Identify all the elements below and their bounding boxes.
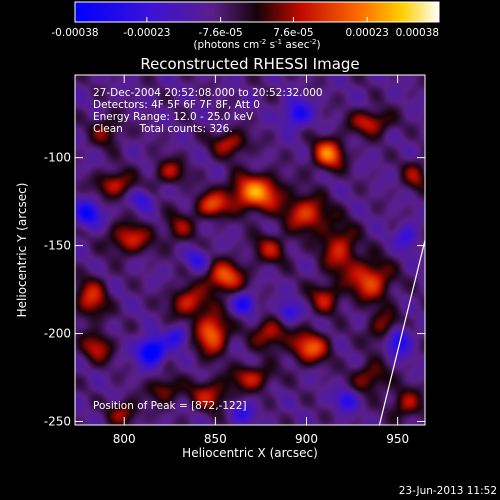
limb-line <box>378 240 425 425</box>
x-tick-label: 800 <box>113 432 136 446</box>
colorbar <box>75 2 439 22</box>
plot-frame <box>74 74 426 426</box>
colorbar-tick-label: -7.6e-05 <box>199 27 243 39</box>
annotation-energy: Energy Range: 12.0 - 25.0 keV <box>93 111 254 123</box>
x-tick-label: 900 <box>295 432 318 446</box>
footer-date: 23-Jun-2013 11:52 <box>399 485 497 497</box>
colorbar-tick-label: 0.00023 <box>345 27 388 39</box>
annotation-detectors: Detectors: 4F 5F 6F 7F 8F, Att 0 <box>93 99 260 111</box>
x-axis-label: Heliocentric X (arcsec) <box>182 446 318 460</box>
y-tick-label: -250 <box>44 414 71 428</box>
peak-position-label: Position of Peak = [872,-122] <box>93 400 247 412</box>
x-tick-label: 950 <box>386 432 409 446</box>
colorbar-tick-label: 0.00038 <box>396 27 439 39</box>
annotation-time: 27-Dec-2004 20:52:08.000 to 20:52:32.000 <box>93 87 323 99</box>
y-tick-label: -200 <box>44 327 71 341</box>
annotation-counts: Clean Total counts: 326. <box>93 123 233 135</box>
colorbar-tick-label: 7.6e-05 <box>273 27 313 39</box>
chart-title: Reconstructed RHESSI Image <box>140 55 359 73</box>
x-tick-label: 850 <box>204 432 227 446</box>
colorbar-unit-label: (photons cm-2 s-1 asec-2) <box>193 38 320 51</box>
colorbar-frame <box>74 1 440 23</box>
heatmap-image <box>75 75 425 425</box>
y-tick-label: -100 <box>44 151 71 165</box>
y-axis-label: Heliocentric Y (arcsec) <box>15 183 29 318</box>
colorbar-tick-label: -0.00038 <box>51 27 98 39</box>
colorbar-tick-label: -0.00023 <box>123 27 170 39</box>
y-tick-label: -150 <box>44 239 71 253</box>
